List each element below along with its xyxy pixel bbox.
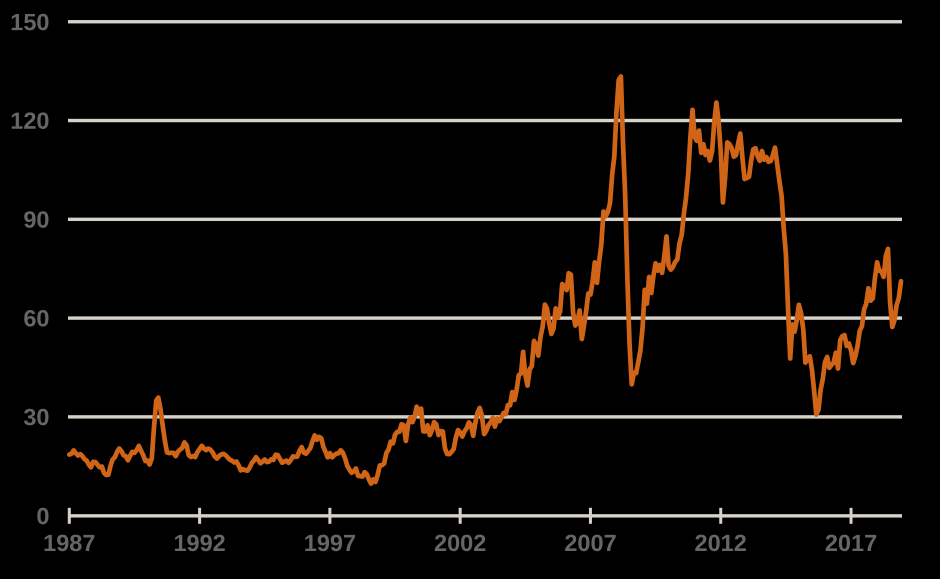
svg-text:2002: 2002 xyxy=(434,530,486,556)
svg-text:1992: 1992 xyxy=(173,530,225,556)
svg-text:150: 150 xyxy=(10,9,49,35)
svg-text:120: 120 xyxy=(10,108,49,134)
svg-text:2017: 2017 xyxy=(825,530,877,556)
svg-text:60: 60 xyxy=(23,305,49,331)
svg-text:90: 90 xyxy=(23,207,49,233)
svg-text:2007: 2007 xyxy=(564,530,616,556)
svg-text:1987: 1987 xyxy=(43,530,95,556)
svg-text:30: 30 xyxy=(23,404,49,430)
svg-text:1997: 1997 xyxy=(304,530,356,556)
svg-text:0: 0 xyxy=(36,503,49,529)
svg-text:2012: 2012 xyxy=(695,530,747,556)
